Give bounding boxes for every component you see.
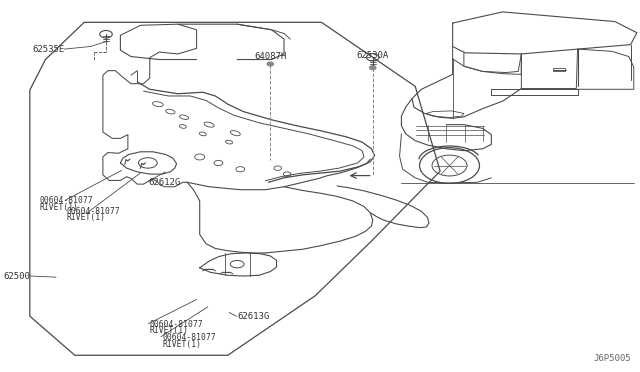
Text: 00604-81077: 00604-81077 [39, 196, 93, 205]
Text: 64087H: 64087H [254, 52, 287, 61]
Circle shape [267, 62, 273, 66]
Text: RIVET(1): RIVET(1) [67, 213, 106, 222]
Text: 00604-81077: 00604-81077 [162, 333, 216, 342]
Text: 62613G: 62613G [237, 312, 269, 321]
Text: RIVET(1): RIVET(1) [39, 203, 78, 212]
Text: RIVET(1): RIVET(1) [162, 340, 201, 349]
Bar [552, 68, 565, 71]
Text: 62530A: 62530A [356, 51, 389, 60]
Text: 62612G: 62612G [148, 178, 180, 187]
Text: J6P5005: J6P5005 [593, 354, 630, 363]
Circle shape [369, 66, 376, 70]
Text: 00604-81077: 00604-81077 [67, 207, 120, 216]
Text: 62535E: 62535E [32, 45, 64, 54]
Text: 00604-81077: 00604-81077 [150, 320, 204, 329]
Text: RIVET(1): RIVET(1) [150, 326, 189, 335]
Text: 62500: 62500 [3, 272, 30, 280]
